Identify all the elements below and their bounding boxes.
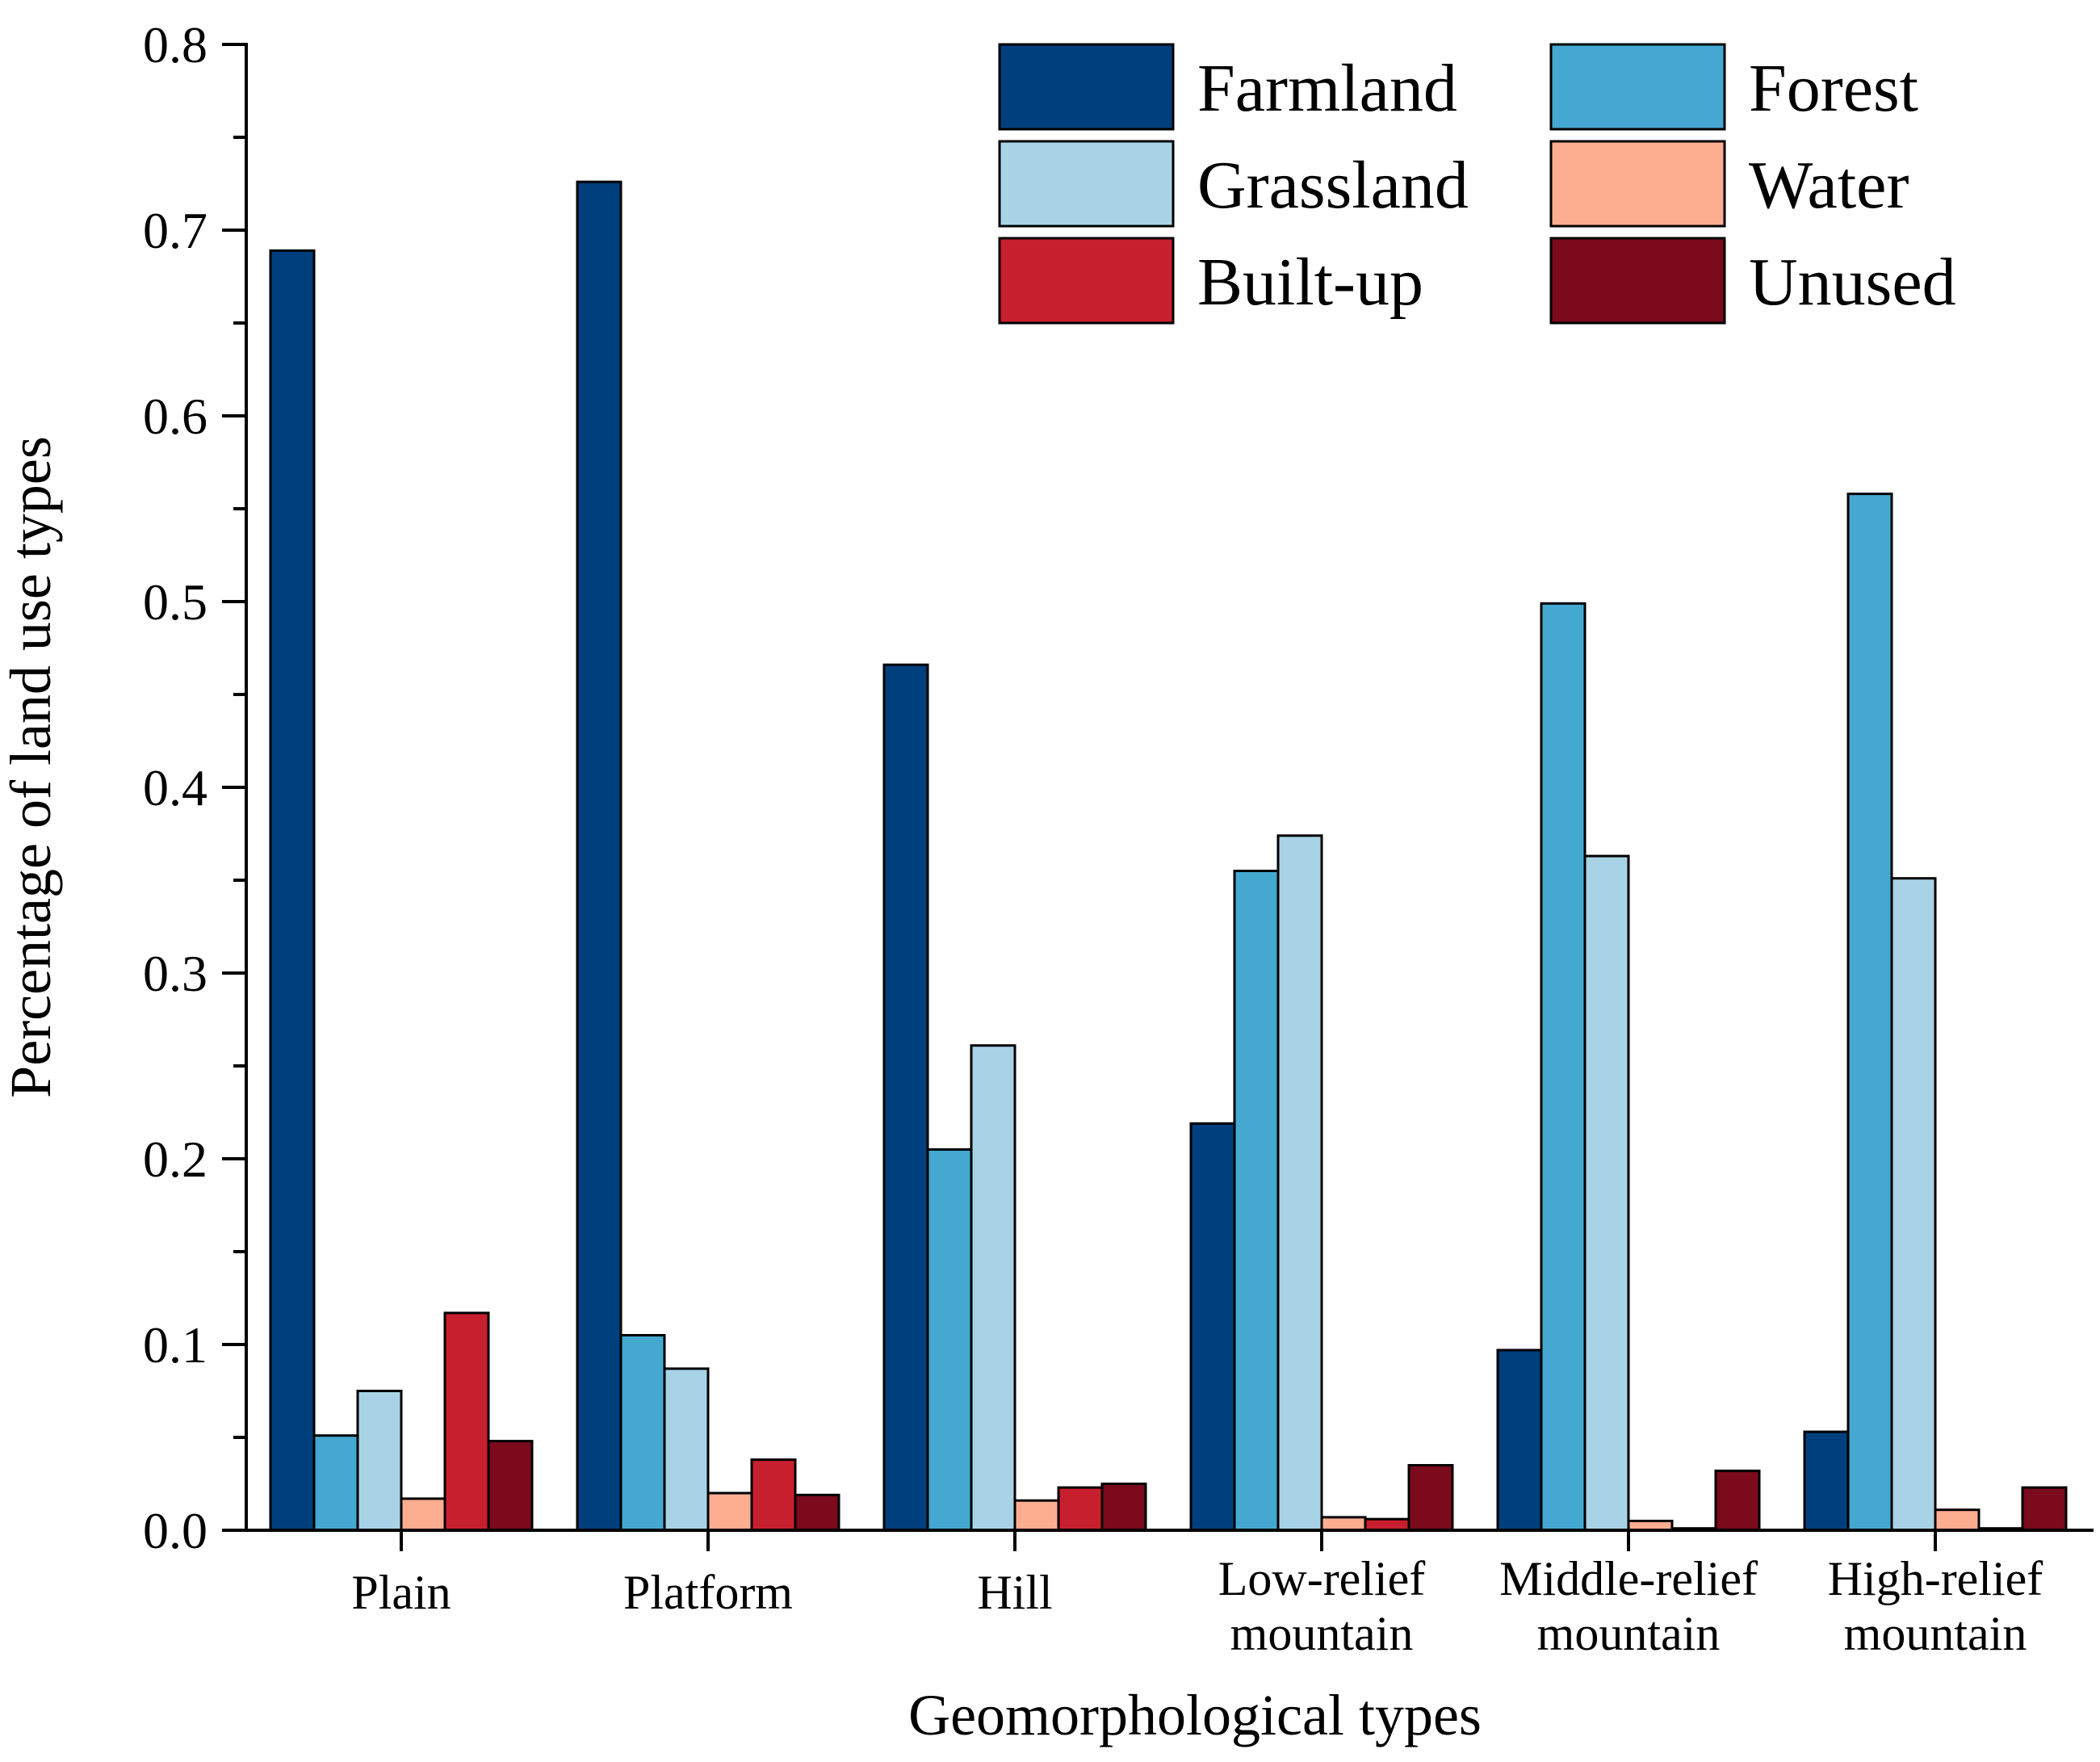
x-category-label: Low-relief: [1218, 1552, 1426, 1605]
bar-water-1: [706, 1491, 753, 1532]
bar-unused-0: [487, 1440, 534, 1532]
bar-grassland-0: [356, 1390, 403, 1532]
legend-label-water: Water: [1749, 148, 1909, 223]
x-category-label: Platform: [623, 1566, 793, 1619]
legend-label-built-up: Built-up: [1197, 245, 1423, 320]
y-tick-label: 0.3: [143, 945, 207, 1002]
legend-label-unused: Unused: [1749, 245, 1956, 320]
x-category-label: High-relief: [1828, 1552, 2043, 1605]
y-tick-label: 0.0: [143, 1502, 207, 1559]
legend-label-forest: Forest: [1749, 51, 1918, 126]
x-category-label: mountain: [1537, 1607, 1721, 1660]
bar-farmland-2: [882, 663, 929, 1532]
y-tick-label: 0.4: [143, 759, 207, 816]
x-category-label: Middle-relief: [1499, 1552, 1758, 1605]
bar-built-up-2: [1057, 1486, 1104, 1532]
x-category-label: Hill: [977, 1566, 1052, 1619]
bar-built-up-0: [443, 1311, 490, 1532]
y-axis-title: Percentage of land use types: [0, 436, 63, 1098]
bar-unused-2: [1100, 1483, 1147, 1532]
bar-farmland-0: [269, 249, 316, 1532]
x-axis-title: Geomorphological types: [908, 1683, 1482, 1747]
bar-farmland-4: [1496, 1349, 1543, 1532]
legend: Farmland Forest Grassland Water Built-up Unus…: [998, 43, 1956, 325]
x-category-label: Plain: [351, 1566, 451, 1619]
bar-unused-5: [2021, 1486, 2068, 1532]
bar-series-group: [269, 180, 2068, 1532]
legend-swatch-farmland: [998, 43, 1175, 131]
bar-grassland-3: [1276, 834, 1323, 1532]
legend-swatch-built-up: [998, 237, 1175, 325]
bar-farmland-5: [1803, 1430, 1850, 1532]
bar-grassland-5: [1890, 877, 1937, 1532]
bar-water-5: [1934, 1508, 1981, 1532]
legend-swatch-water: [1549, 140, 1726, 228]
x-category-label: mountain: [1844, 1607, 2027, 1660]
y-tick-label: 0.6: [143, 388, 207, 445]
bar-built-up-1: [750, 1458, 797, 1532]
bar-unused-1: [794, 1493, 840, 1532]
legend-label-grassland: Grassland: [1197, 148, 1469, 223]
x-category-label: mountain: [1230, 1607, 1414, 1660]
bar-water-0: [400, 1497, 446, 1532]
bar-unused-4: [1714, 1469, 1761, 1532]
bar-grassland-2: [970, 1044, 1016, 1532]
legend-swatch-grassland: [998, 140, 1175, 228]
y-tick-label: 0.7: [143, 202, 207, 259]
bar-forest-4: [1540, 602, 1587, 1532]
y-tick-label: 0.8: [143, 16, 207, 73]
legend-label-farmland: Farmland: [1197, 51, 1457, 126]
bar-farmland-1: [576, 180, 622, 1532]
bar-built-up-3: [1364, 1517, 1410, 1532]
legend-swatch-forest: [1549, 43, 1726, 131]
legend-swatch-unused: [1549, 237, 1726, 325]
y-tick-label: 0.5: [143, 573, 207, 631]
x-category-labels: Plain Platform Hill Low-reliefmountainMiddl…: [351, 1530, 2043, 1660]
bar-grassland-4: [1583, 854, 1630, 1532]
bar-forest-3: [1233, 870, 1280, 1532]
y-ticks: 0.0 0.1 0.2 0.3 0.4 0.5 0.6 0.7 0.8: [143, 16, 246, 1559]
bar-forest-2: [926, 1148, 973, 1532]
bar-grassland-1: [663, 1367, 710, 1532]
bar-unused-3: [1407, 1464, 1454, 1532]
bar-forest-0: [312, 1434, 359, 1532]
bar-forest-1: [619, 1334, 666, 1532]
bar-water-3: [1320, 1516, 1367, 1532]
bar-farmland-3: [1189, 1122, 1236, 1532]
y-tick-label: 0.2: [143, 1131, 207, 1188]
bar-forest-5: [1846, 493, 1893, 1532]
y-tick-label: 0.1: [143, 1316, 207, 1374]
bar-water-2: [1013, 1499, 1060, 1532]
